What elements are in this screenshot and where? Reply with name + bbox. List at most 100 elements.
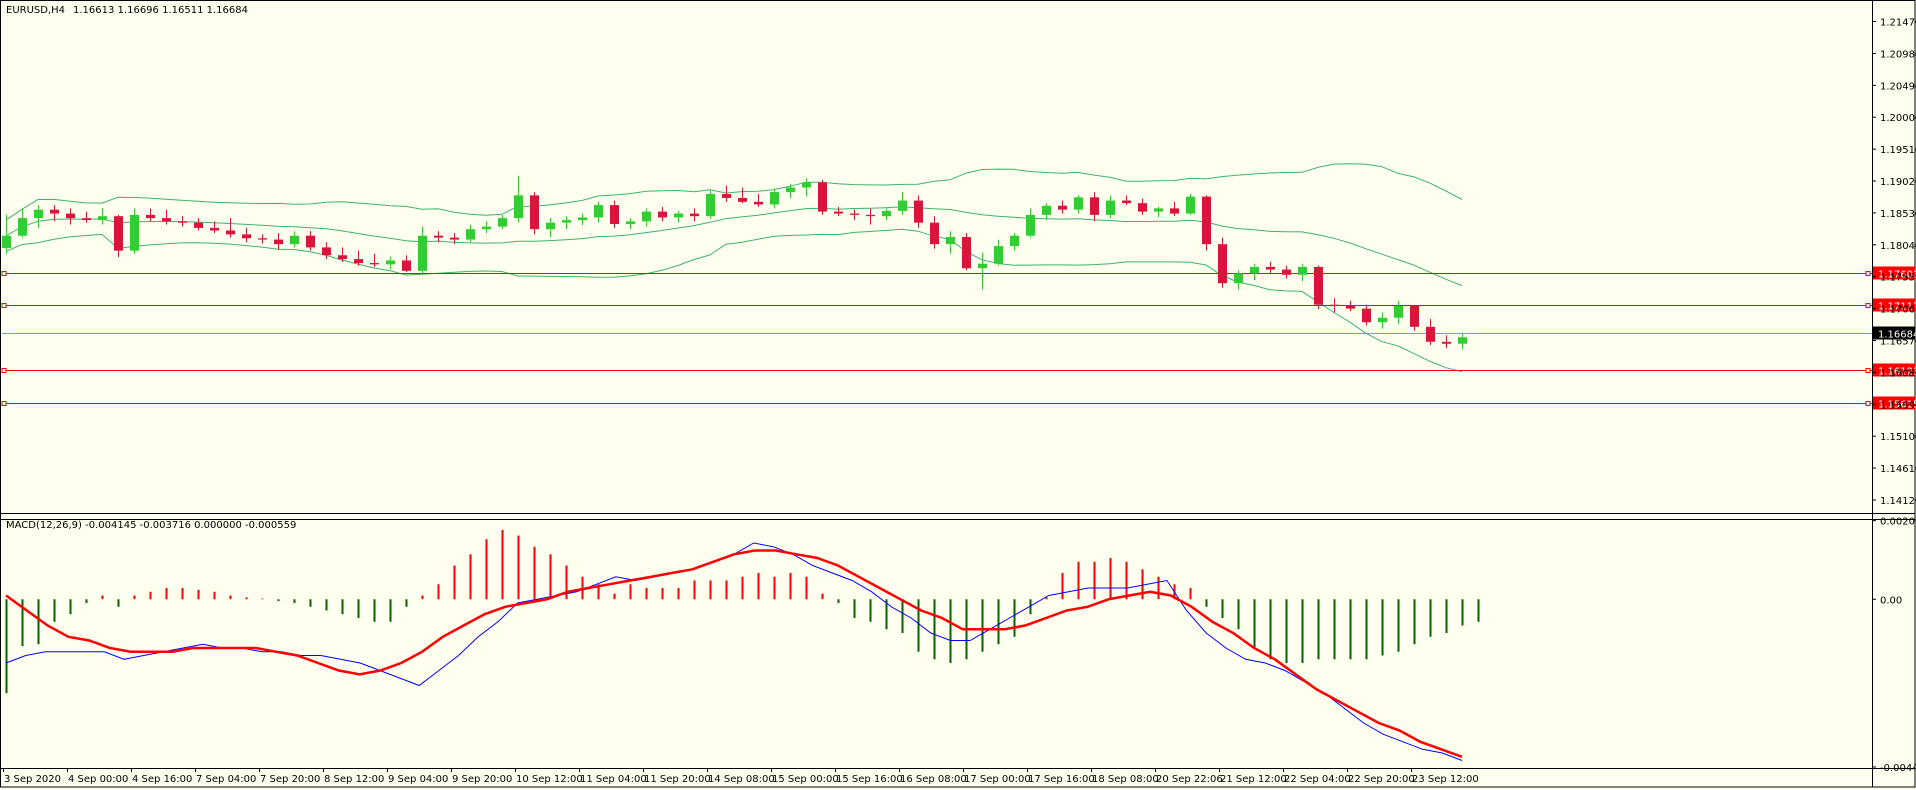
level-anchor-left: [1, 303, 7, 308]
level-anchor-right: [1865, 401, 1871, 406]
bull-candle-body: [466, 229, 475, 240]
bull-candle-body: [418, 235, 427, 271]
bull-candle-body: [498, 218, 507, 227]
bull-candle-body: [1378, 317, 1387, 323]
time-axis-label: 11 Sep 20:00: [644, 774, 711, 785]
bear-candle-body: [834, 211, 843, 214]
bull-candle-body: [642, 211, 651, 222]
bollinger-middle-band: [5, 206, 1463, 287]
level-price-label: 1.15615: [1878, 400, 1916, 411]
bear-candle-body: [1266, 266, 1275, 270]
bull-candle-body: [1154, 208, 1163, 212]
level-anchor-right: [1865, 271, 1871, 276]
bull-candle-body: [1250, 266, 1259, 274]
bear-candle-body: [1410, 305, 1419, 327]
bull-candle-body: [98, 216, 107, 221]
bear-candle-body: [610, 205, 619, 224]
bear-candle-body: [1314, 266, 1323, 305]
bear-candle-body: [1218, 244, 1227, 284]
time-axis-label: 22 Sep 04:00: [1284, 774, 1351, 785]
level-anchor-right: [1865, 303, 1871, 308]
price-axis-label: 1.19020: [1880, 177, 1916, 188]
price-axis-label: 1.20980: [1880, 49, 1916, 60]
bear-candle-body: [162, 218, 171, 222]
level-price-label: 1.17117: [1878, 302, 1916, 313]
price-axis-label: 1.19510: [1880, 145, 1916, 156]
bull-candle-body: [1458, 337, 1467, 344]
time-axis-label: 7 Sep 20:00: [260, 774, 320, 785]
bear-candle-body: [1122, 200, 1131, 204]
bull-candle-body: [1186, 196, 1195, 214]
bear-candle-body: [402, 260, 411, 271]
time-axis-label: 11 Sep 04:00: [580, 774, 647, 785]
level-price-label: 1.16123: [1878, 367, 1916, 378]
bear-candle-body: [274, 239, 283, 245]
bear-candle-body: [242, 234, 251, 239]
bull-candle-body: [34, 209, 43, 219]
time-axis-label: 3 Sep 2020: [4, 774, 61, 785]
level-price-tag: [1873, 266, 1915, 280]
bull-candle-body: [674, 213, 683, 218]
bear-candle-body: [1058, 205, 1067, 210]
bear-candle-body: [210, 227, 219, 231]
time-axis-label: 7 Sep 04:00: [196, 774, 256, 785]
bull-candle-body: [562, 220, 571, 223]
bull-candle-body: [482, 226, 491, 230]
bull-candle-body: [1394, 305, 1403, 318]
bear-candle-body: [1346, 305, 1355, 309]
bear-candle-body: [1426, 326, 1435, 342]
bear-candle-body: [306, 235, 315, 248]
time-axis-label: 9 Sep 20:00: [452, 774, 512, 785]
bear-candle-body: [1330, 304, 1339, 306]
bollinger-upper-band: [5, 163, 1463, 221]
bull-candle-body: [898, 200, 907, 211]
bull-candle-body: [770, 192, 779, 205]
bear-candle-body: [962, 236, 971, 269]
bull-candle-body: [1026, 214, 1035, 236]
bull-candle-body: [882, 210, 891, 217]
bear-candle-body: [1202, 196, 1211, 245]
bear-candle-body: [194, 222, 203, 228]
bear-candle-body: [1090, 197, 1099, 215]
bull-candle-body: [18, 218, 27, 236]
bull-candle-body: [978, 263, 987, 269]
bull-candle-body: [386, 260, 395, 265]
price-axis-label: 1.18530: [1880, 209, 1916, 220]
bear-candle-body: [722, 194, 731, 198]
bull-candle-body: [2, 235, 11, 249]
bull-candle-body: [546, 222, 555, 230]
bear-candle-body: [338, 255, 347, 260]
bear-candle-body: [658, 211, 667, 218]
bull-candle-body: [578, 217, 587, 221]
bear-candle-body: [1442, 341, 1451, 344]
bear-candle-body: [226, 230, 235, 235]
bear-candle-body: [434, 235, 443, 238]
bear-candle-body: [1138, 203, 1147, 212]
macd-axis-label: 0.002096: [1880, 517, 1916, 528]
time-axis-label: 22 Sep 20:00: [1348, 774, 1415, 785]
time-axis-label: 17 Sep 00:00: [964, 774, 1031, 785]
time-axis-label: 17 Sep 16:00: [1028, 774, 1095, 785]
bull-candle-body: [706, 194, 715, 217]
bull-candle-body: [130, 214, 139, 251]
bull-candle-body: [514, 195, 523, 219]
macd-axis-label: 0.00: [1880, 595, 1902, 606]
bear-candle-body: [530, 195, 539, 230]
bear-candle-body: [82, 218, 91, 221]
time-axis-label: 21 Sep 12:00: [1220, 774, 1287, 785]
bear-candle-body: [354, 259, 363, 264]
bull-candle-body: [946, 236, 955, 245]
bear-candle-body: [178, 221, 187, 223]
level-price-tag: [1873, 363, 1915, 377]
price-axis-label: 1.20000: [1880, 113, 1916, 124]
level-anchor-left: [1, 368, 7, 373]
time-axis-label: 20 Sep 22:06: [1156, 774, 1223, 785]
bear-candle-body: [258, 238, 267, 240]
bear-candle-body: [690, 213, 699, 217]
bull-candle-body: [626, 221, 635, 224]
bull-candle-body: [594, 205, 603, 218]
time-axis-label: 14 Sep 08:00: [708, 774, 775, 785]
time-axis-label: 10 Sep 12:00: [516, 774, 583, 785]
bear-candle-body: [818, 182, 827, 212]
